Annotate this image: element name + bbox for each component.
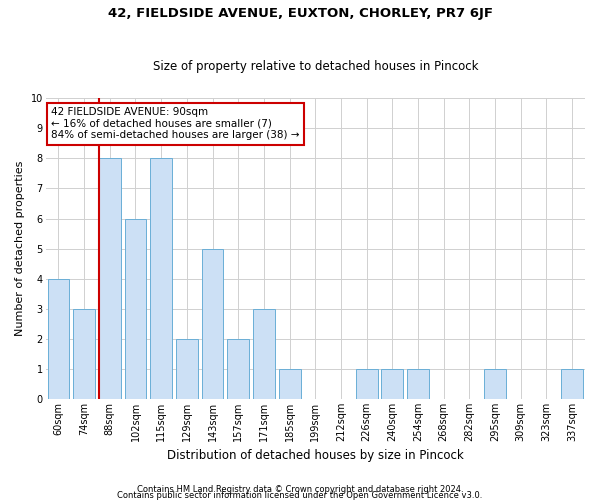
Text: 42, FIELDSIDE AVENUE, EUXTON, CHORLEY, PR7 6JF: 42, FIELDSIDE AVENUE, EUXTON, CHORLEY, P… bbox=[107, 8, 493, 20]
X-axis label: Distribution of detached houses by size in Pincock: Distribution of detached houses by size … bbox=[167, 450, 464, 462]
Bar bbox=[99, 158, 121, 399]
Bar bbox=[278, 369, 301, 399]
Text: Contains HM Land Registry data © Crown copyright and database right 2024.: Contains HM Land Registry data © Crown c… bbox=[137, 484, 463, 494]
Bar bbox=[176, 339, 198, 399]
Bar bbox=[407, 369, 429, 399]
Bar bbox=[202, 248, 223, 399]
Bar bbox=[227, 339, 249, 399]
Bar bbox=[73, 309, 95, 399]
Bar bbox=[125, 218, 146, 399]
Y-axis label: Number of detached properties: Number of detached properties bbox=[15, 161, 25, 336]
Bar bbox=[484, 369, 506, 399]
Bar bbox=[356, 369, 377, 399]
Text: 42 FIELDSIDE AVENUE: 90sqm
← 16% of detached houses are smaller (7)
84% of semi-: 42 FIELDSIDE AVENUE: 90sqm ← 16% of deta… bbox=[51, 108, 299, 140]
Text: Contains public sector information licensed under the Open Government Licence v3: Contains public sector information licen… bbox=[118, 490, 482, 500]
Bar bbox=[253, 309, 275, 399]
Bar bbox=[382, 369, 403, 399]
Bar bbox=[150, 158, 172, 399]
Bar bbox=[47, 278, 70, 399]
Bar bbox=[561, 369, 583, 399]
Title: Size of property relative to detached houses in Pincock: Size of property relative to detached ho… bbox=[152, 60, 478, 74]
